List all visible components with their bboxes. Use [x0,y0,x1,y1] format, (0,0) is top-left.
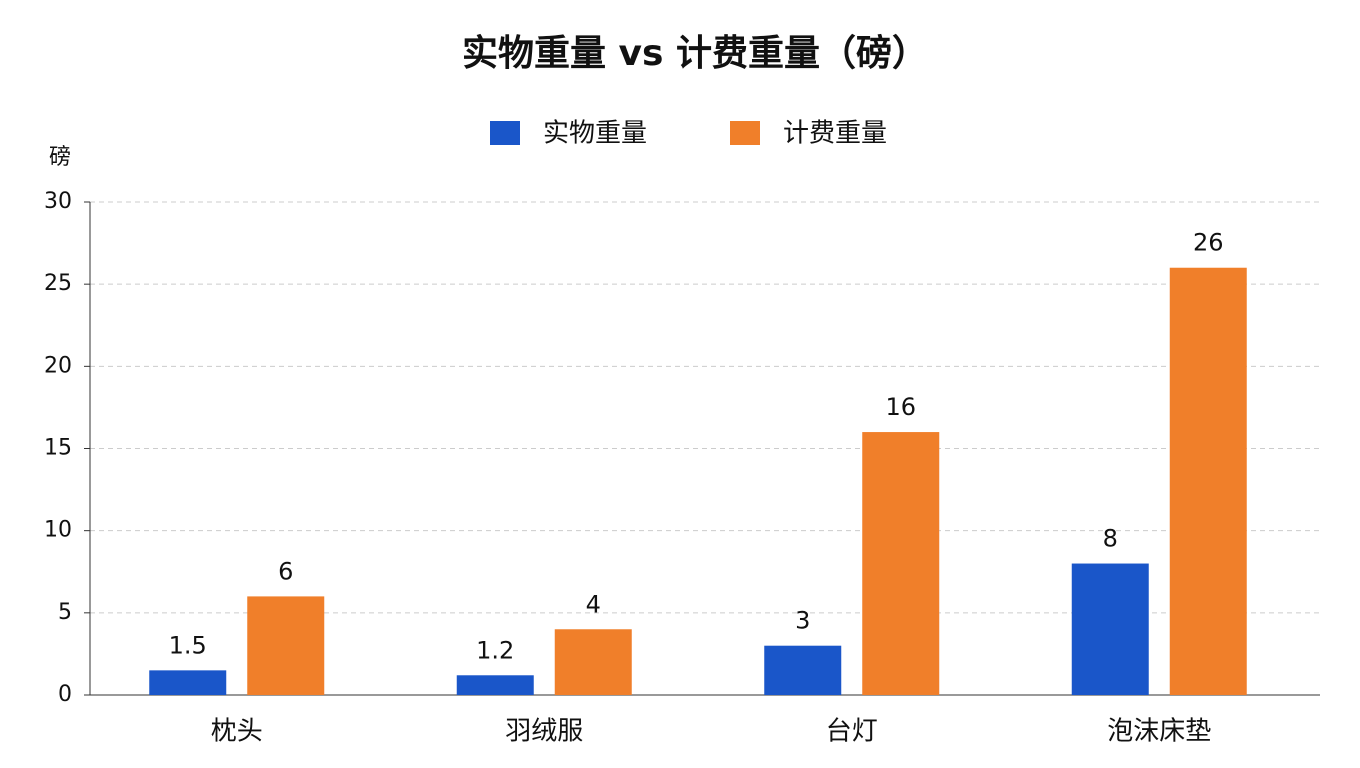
x-tick-label: 羽绒服 [505,717,583,747]
y-tick-label: 5 [58,600,72,625]
legend-swatch [730,121,760,145]
bar [149,670,227,695]
legend-label: 实物重量 [543,119,647,149]
x-tick-label: 台灯 [826,717,878,747]
data-label: 3 [795,607,810,635]
bar [862,432,940,695]
bar [554,629,632,695]
data-label: 6 [278,557,293,585]
data-label: 1.5 [169,631,207,659]
x-tick-label: 泡沫床垫 [1107,717,1211,747]
bar [764,645,842,695]
data-label: 4 [586,590,601,618]
legend-swatch [490,121,520,145]
y-tick-label: 0 [58,682,72,707]
chart-title: 实物重量 vs 计费重量（磅） [462,33,928,74]
y-tick-label: 25 [44,271,72,296]
bar [456,675,534,695]
data-label: 8 [1103,525,1118,553]
y-tick-label: 10 [44,518,72,543]
data-label: 1.2 [476,636,514,664]
y-tick-label: 20 [44,353,72,378]
y-axis-label: 磅 [49,145,71,170]
y-tick-label: 15 [44,436,72,461]
y-tick-label: 30 [44,189,72,214]
legend-label: 计费重量 [783,119,887,149]
data-label: 26 [1193,229,1224,257]
bar [1169,267,1247,695]
x-tick-label: 枕头 [211,717,263,747]
data-label: 16 [885,393,916,421]
bar [1071,563,1149,695]
bar [247,596,325,695]
